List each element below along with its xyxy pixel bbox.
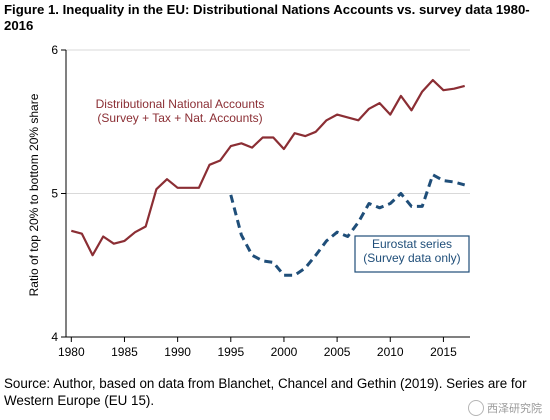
chart-title: Figure 1. Inequality in the EU: Distribu… [4, 2, 530, 33]
x-ticks: 1980 1985 1990 1995 2000 2005 2010 2015 [58, 337, 457, 359]
legend-box [354, 235, 470, 273]
y-ticks: 4 5 6 [51, 43, 66, 344]
watermark: 西泽研究院 [468, 400, 542, 416]
watermark-text: 西泽研究院 [487, 403, 542, 415]
series-lines [71, 78, 466, 277]
x-tick-label: 1980 [58, 345, 85, 359]
x-tick-label: 2000 [271, 345, 298, 359]
x-tick-label: 1990 [164, 345, 191, 359]
y-tick-label: 4 [51, 330, 58, 344]
x-tick-label: 1995 [217, 345, 244, 359]
series-line-dna [71, 78, 465, 257]
legend-text-line: Distributional National Accounts [96, 97, 265, 111]
source-note: Source: Author, based on data from Blanc… [4, 376, 527, 408]
series-line-eurostat [229, 173, 466, 277]
x-tick-label: 1985 [111, 345, 138, 359]
y-tick-label: 5 [51, 187, 58, 201]
wechat-icon [468, 400, 484, 416]
legend-eurostat-label: Eurostat series(Survey data only) [354, 235, 470, 273]
x-tick-label: 2015 [430, 345, 457, 359]
legend-text-line: (Survey data only) [363, 251, 460, 265]
y-tick-label: 6 [51, 43, 58, 57]
legend-text-line: Eurostat series [372, 237, 452, 251]
legend-dna-label: Distributional National Accounts(Survey … [96, 97, 265, 125]
x-tick-label: 2010 [377, 345, 404, 359]
y-axis-label: Ratio of top 20% to bottom 20% share [27, 93, 41, 296]
legend-text-line: (Survey + Tax + Nat. Accounts) [97, 111, 262, 125]
x-tick-label: 2005 [324, 345, 351, 359]
